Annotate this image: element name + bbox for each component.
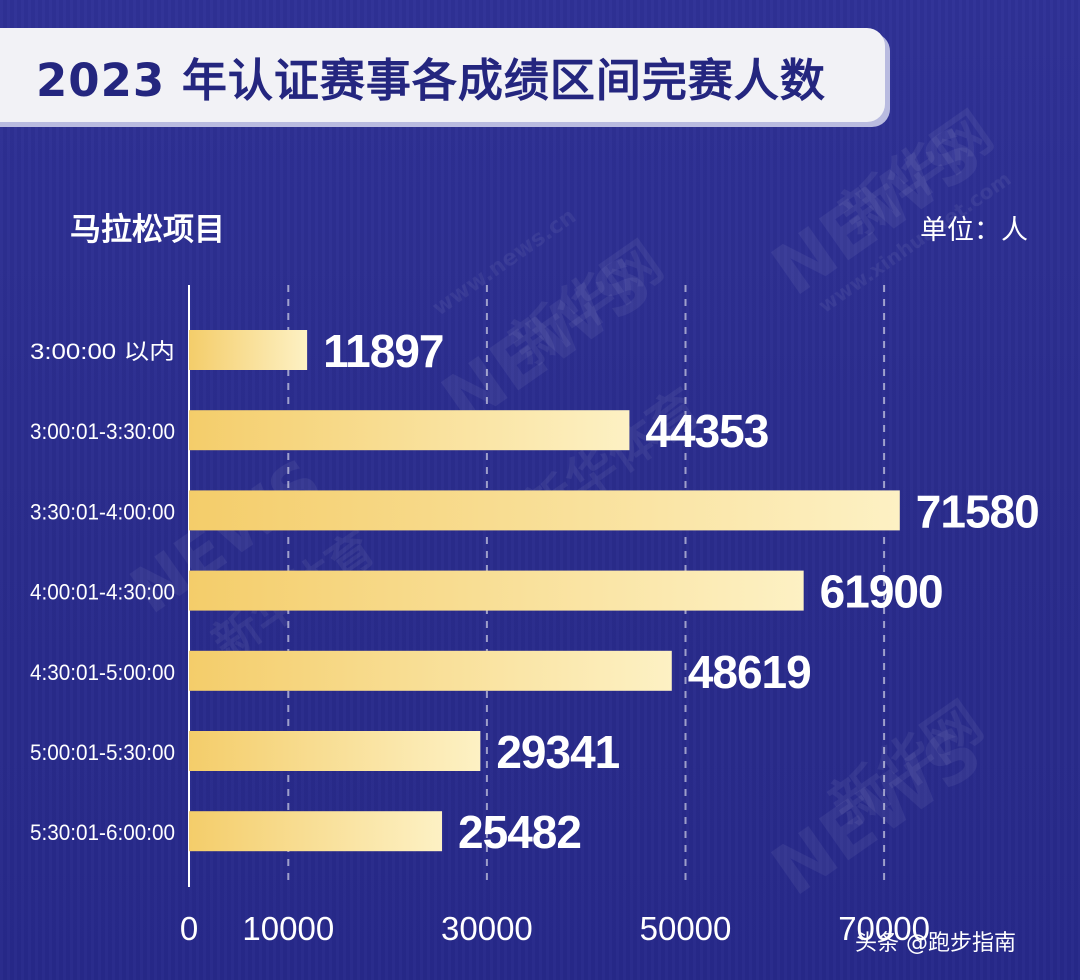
x-tick-label-10000: 10000	[242, 910, 334, 947]
category-label-4: 4:00:01-4:30:00	[30, 580, 175, 605]
value-label-4: 61900	[820, 566, 943, 618]
value-label-5: 48619	[688, 646, 811, 698]
category-label-3: 3:30:01-4:00:00	[30, 499, 175, 524]
value-label-6: 29341	[496, 726, 619, 778]
bar-7	[189, 811, 443, 852]
chart-title: 2023 年认证赛事各成绩区间完赛人数	[36, 54, 826, 107]
bar-6	[189, 731, 481, 771]
bar-5	[189, 650, 672, 691]
category-label-6: 5:00:01-5:30:00	[30, 740, 175, 765]
x-tick-labels: 0 10000 30000 50000 70000	[180, 910, 930, 947]
bar-2	[189, 410, 630, 451]
value-label-2: 44353	[645, 405, 768, 457]
unit-label: 单位：人	[920, 215, 1028, 246]
category-label-2: 3:00:01-3:30:00	[30, 419, 175, 444]
credit-text: 头条 @跑步指南	[855, 931, 1016, 956]
bar-1	[189, 330, 308, 370]
value-label-1: 11897	[323, 325, 443, 377]
x-tick-label-0: 0	[180, 910, 198, 947]
x-tick-label-30000: 30000	[441, 910, 533, 947]
chart-subtitle: 马拉松项目	[70, 212, 225, 248]
category-label-1: 3:00:00 以内	[30, 339, 175, 364]
bar-3	[189, 490, 900, 531]
value-label-3: 71580	[916, 485, 1039, 537]
category-label-7: 5:30:01-6:00:00	[30, 820, 175, 845]
value-label-7: 25482	[458, 806, 581, 858]
bars	[189, 330, 900, 852]
x-tick-label-70000: 70000	[838, 910, 930, 947]
title-banner	[0, 28, 885, 122]
bar-4	[189, 570, 804, 611]
category-label-5: 4:30:01-5:00:00	[30, 660, 175, 685]
category-labels: 3:00:00 以内 3:00:01-3:30:00 3:30:01-4:00:00…	[30, 339, 175, 845]
x-tick-label-50000: 50000	[640, 910, 732, 947]
